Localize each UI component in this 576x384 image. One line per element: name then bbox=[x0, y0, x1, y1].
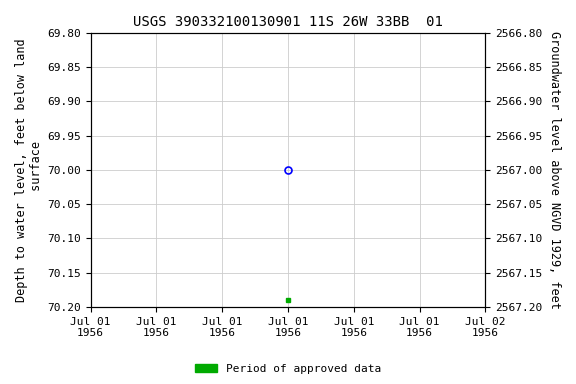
Title: USGS 390332100130901 11S 26W 33BB  01: USGS 390332100130901 11S 26W 33BB 01 bbox=[133, 15, 443, 29]
Y-axis label: Depth to water level, feet below land
 surface: Depth to water level, feet below land su… bbox=[15, 38, 43, 302]
Y-axis label: Groundwater level above NGVD 1929, feet: Groundwater level above NGVD 1929, feet bbox=[548, 31, 561, 309]
Legend: Period of approved data: Period of approved data bbox=[191, 359, 385, 379]
